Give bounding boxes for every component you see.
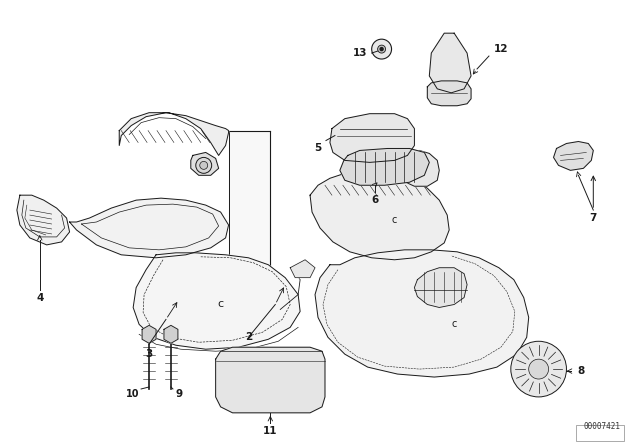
Circle shape (196, 157, 212, 173)
Polygon shape (340, 148, 429, 185)
Text: 7: 7 (589, 213, 597, 223)
Polygon shape (554, 142, 593, 170)
Polygon shape (415, 268, 467, 307)
Polygon shape (315, 250, 529, 377)
Text: 10: 10 (127, 389, 140, 399)
Text: 4: 4 (36, 293, 44, 302)
Circle shape (408, 161, 421, 175)
Circle shape (380, 47, 383, 51)
Polygon shape (310, 170, 449, 260)
Polygon shape (142, 325, 156, 343)
Circle shape (378, 45, 385, 53)
Text: 13: 13 (353, 48, 367, 58)
Polygon shape (133, 253, 300, 349)
Circle shape (529, 359, 548, 379)
Circle shape (200, 161, 208, 169)
Polygon shape (390, 151, 439, 186)
Text: 9: 9 (175, 389, 182, 399)
Polygon shape (119, 113, 228, 155)
Circle shape (372, 39, 392, 59)
Text: c: c (392, 215, 397, 225)
Polygon shape (164, 325, 178, 343)
Polygon shape (330, 114, 415, 162)
Text: 3: 3 (145, 349, 153, 359)
Polygon shape (191, 152, 219, 175)
Text: 6: 6 (371, 195, 378, 205)
Text: c: c (451, 319, 457, 329)
Text: 5: 5 (314, 143, 322, 154)
Text: 2: 2 (245, 332, 252, 342)
Polygon shape (228, 130, 270, 265)
Polygon shape (290, 260, 315, 278)
Text: 11: 11 (263, 426, 278, 436)
Polygon shape (70, 198, 228, 258)
Polygon shape (17, 195, 70, 245)
Text: 00007421: 00007421 (583, 422, 620, 431)
Text: 12: 12 (493, 44, 508, 54)
Polygon shape (428, 81, 471, 106)
Polygon shape (429, 33, 471, 93)
Polygon shape (216, 347, 325, 413)
Text: 8: 8 (578, 366, 585, 376)
Circle shape (511, 341, 566, 397)
Text: c: c (218, 300, 224, 310)
